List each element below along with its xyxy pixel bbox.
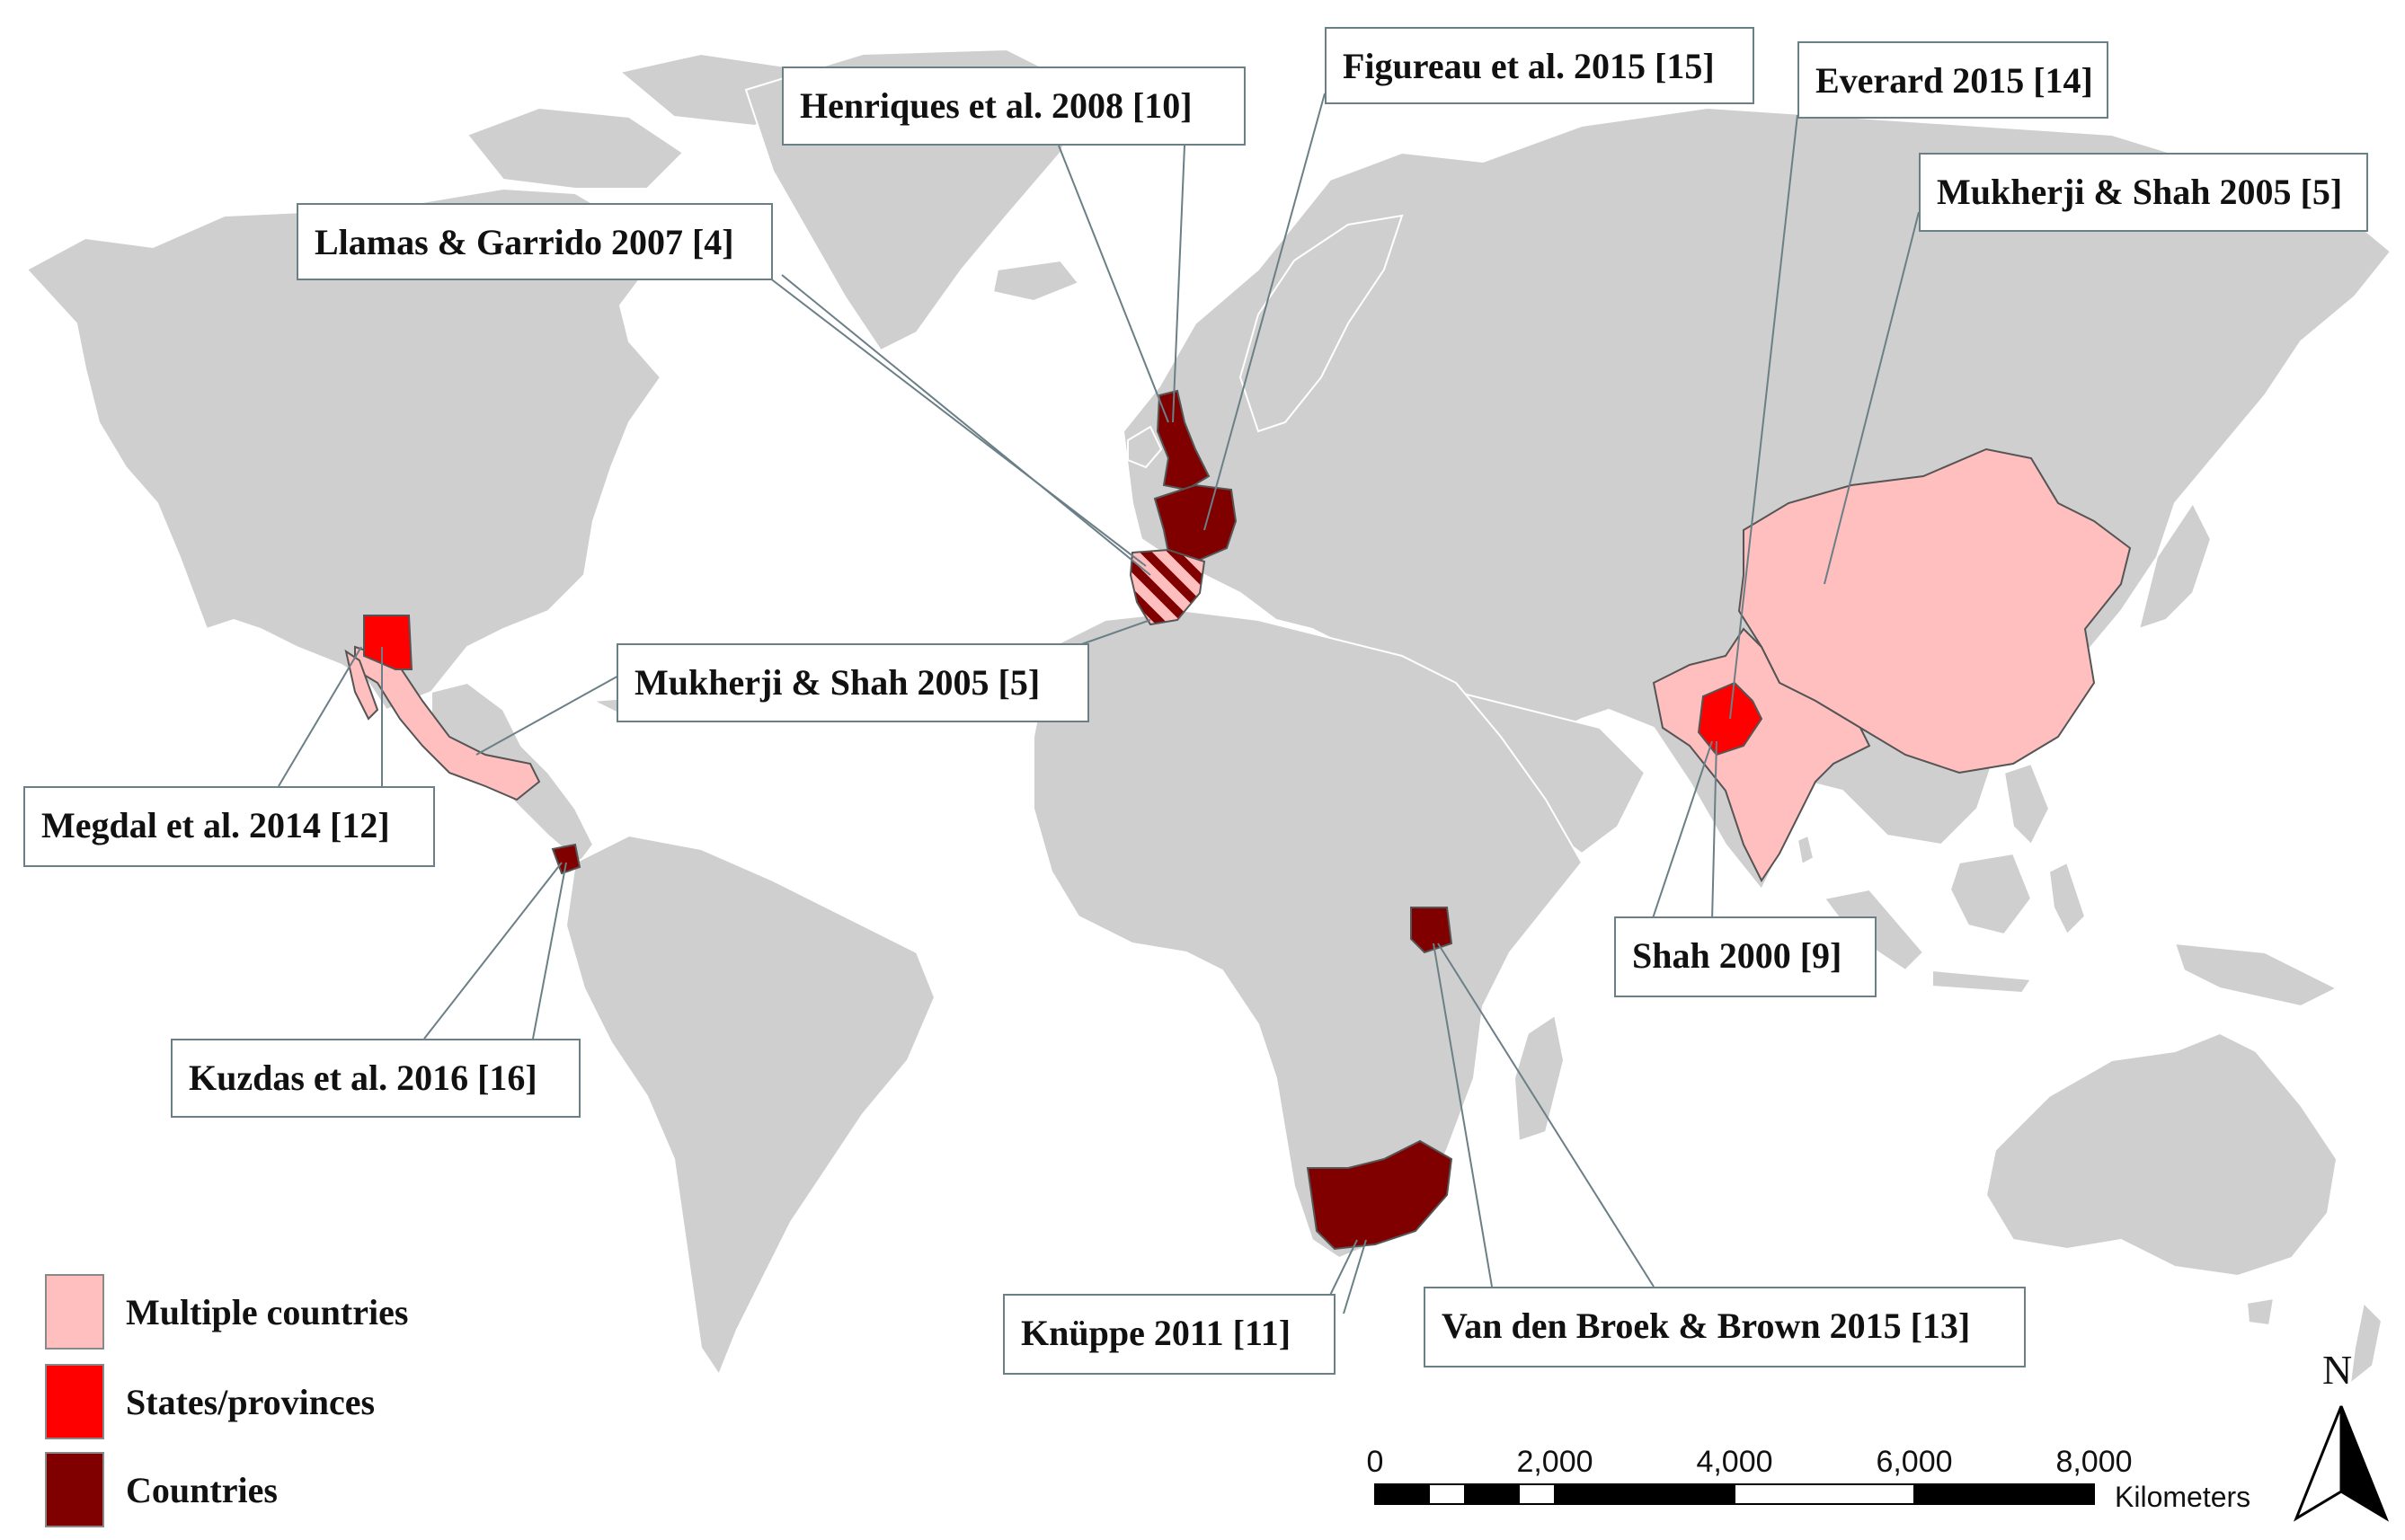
legend-states-provinces: States/provinces bbox=[45, 1364, 375, 1439]
land-sri-lanka bbox=[1796, 834, 1815, 866]
region-mexico bbox=[354, 645, 541, 801]
callout-henriques: Henriques et al. 2008 [10] bbox=[782, 66, 1246, 146]
scale-tick-label: 6,000 bbox=[1876, 1445, 1953, 1479]
land-australia bbox=[1984, 1031, 2338, 1278]
scale-unit-label: Kilometers bbox=[2115, 1481, 2251, 1513]
leader-kuzdas-b bbox=[532, 862, 567, 1040]
scale-tick-label: 8,000 bbox=[2055, 1445, 2133, 1479]
land-borneo bbox=[1948, 852, 2033, 936]
north-arrow-icon bbox=[2293, 1405, 2390, 1522]
leader-vdb-b bbox=[1437, 943, 1655, 1288]
callout-mukherji-americas: Mukherji & Shah 2005 [5] bbox=[617, 643, 1089, 722]
land-japan bbox=[2137, 501, 2213, 631]
scale-seg bbox=[1734, 1483, 1915, 1505]
land-tasmania bbox=[2245, 1297, 2276, 1327]
scale-seg bbox=[1465, 1484, 1519, 1504]
callout-everard: Everard 2015 [14] bbox=[1797, 41, 2108, 119]
leader-llamas-a bbox=[765, 274, 1147, 567]
scale-seg bbox=[1518, 1483, 1556, 1505]
land-java bbox=[1931, 969, 2033, 995]
callout-mukherji-asia: Mukherji & Shah 2005 [5] bbox=[1919, 153, 2368, 232]
legend-label-states: States/provinces bbox=[126, 1381, 376, 1422]
leader-figureau bbox=[1203, 93, 1326, 531]
scale-tick-label: 0 bbox=[1366, 1445, 1384, 1479]
scale-seg bbox=[1914, 1484, 2094, 1504]
land-north-america bbox=[25, 187, 662, 712]
scale-seg bbox=[1428, 1483, 1466, 1505]
land-iceland bbox=[991, 259, 1080, 303]
north-arrow-right bbox=[2339, 1405, 2390, 1522]
scale-frame bbox=[1374, 1483, 2095, 1505]
region-united-kingdom bbox=[1156, 389, 1211, 491]
callout-knuppe: Knüppe 2011 [11] bbox=[1003, 1294, 1336, 1375]
leader-llamas-b bbox=[781, 274, 1151, 576]
land-arctic-islands bbox=[466, 106, 685, 190]
leader-henriques-a bbox=[1058, 145, 1169, 423]
scale-seg bbox=[1555, 1484, 1735, 1504]
land-sulawesi bbox=[2047, 861, 2087, 936]
legend-swatch-countries bbox=[45, 1452, 104, 1527]
region-spain bbox=[1129, 548, 1206, 626]
callout-megdal: Megdal et al. 2014 [12] bbox=[23, 786, 435, 867]
legend-multiple-countries: Multiple countries bbox=[45, 1274, 408, 1350]
scale-seg bbox=[1375, 1484, 1429, 1504]
highlighted-regions bbox=[344, 389, 2132, 1251]
region-uganda bbox=[1410, 907, 1453, 954]
callout-llamas: Llamas & Garrido 2007 [4] bbox=[297, 203, 773, 280]
north-arrow-left bbox=[2293, 1405, 2343, 1522]
scale-bar bbox=[1374, 1483, 2095, 1505]
region-france bbox=[1153, 483, 1238, 563]
callout-figureau: Figureau et al. 2015 [15] bbox=[1325, 27, 1754, 104]
legend-swatch-states bbox=[45, 1364, 104, 1439]
callout-shah: Shah 2000 [9] bbox=[1614, 916, 1877, 997]
north-label: N bbox=[2322, 1347, 2353, 1393]
legend-label-multiple: Multiple countries bbox=[126, 1291, 409, 1332]
callout-kuzdas: Kuzdas et al. 2016 [16] bbox=[171, 1039, 581, 1118]
region-baja bbox=[344, 649, 379, 721]
leader-henriques-b bbox=[1172, 145, 1185, 423]
leader-megdal-a bbox=[278, 646, 362, 787]
land-new-zealand bbox=[2348, 1300, 2383, 1386]
land-south-america bbox=[564, 834, 936, 1377]
leader-lines bbox=[278, 93, 1920, 1314]
leader-shah-b bbox=[1711, 740, 1717, 922]
land-philippines bbox=[2002, 762, 2051, 846]
region-arizona bbox=[363, 615, 413, 670]
land-ireland bbox=[1127, 425, 1163, 469]
leader-kuzdas-a bbox=[423, 862, 563, 1040]
land-new-guinea bbox=[2173, 942, 2339, 1008]
scale-tick-label: 2,000 bbox=[1516, 1445, 1593, 1479]
land-scandinavia bbox=[1238, 214, 1404, 433]
leader-mukherji-am-b bbox=[1073, 619, 1151, 648]
leader-everard bbox=[1729, 114, 1798, 720]
leader-shah-a bbox=[1651, 740, 1713, 922]
leader-vdb-a bbox=[1433, 943, 1493, 1288]
leader-mukherji-asia bbox=[1824, 211, 1920, 585]
region-south-africa bbox=[1306, 1139, 1453, 1251]
callout-van-den-broek: Van den Broek & Brown 2015 [13] bbox=[1424, 1287, 2026, 1367]
land-madagascar bbox=[1513, 1013, 1566, 1143]
legend-countries: Countries bbox=[45, 1452, 278, 1527]
scale-tick-label: 4,000 bbox=[1696, 1445, 1773, 1479]
leader-knuppe-b bbox=[1343, 1239, 1367, 1314]
leader-mukherji-am-a bbox=[475, 673, 623, 756]
legend-label-countries: Countries bbox=[126, 1469, 278, 1510]
legend-swatch-multiple bbox=[45, 1274, 104, 1350]
region-india bbox=[1652, 627, 1871, 882]
